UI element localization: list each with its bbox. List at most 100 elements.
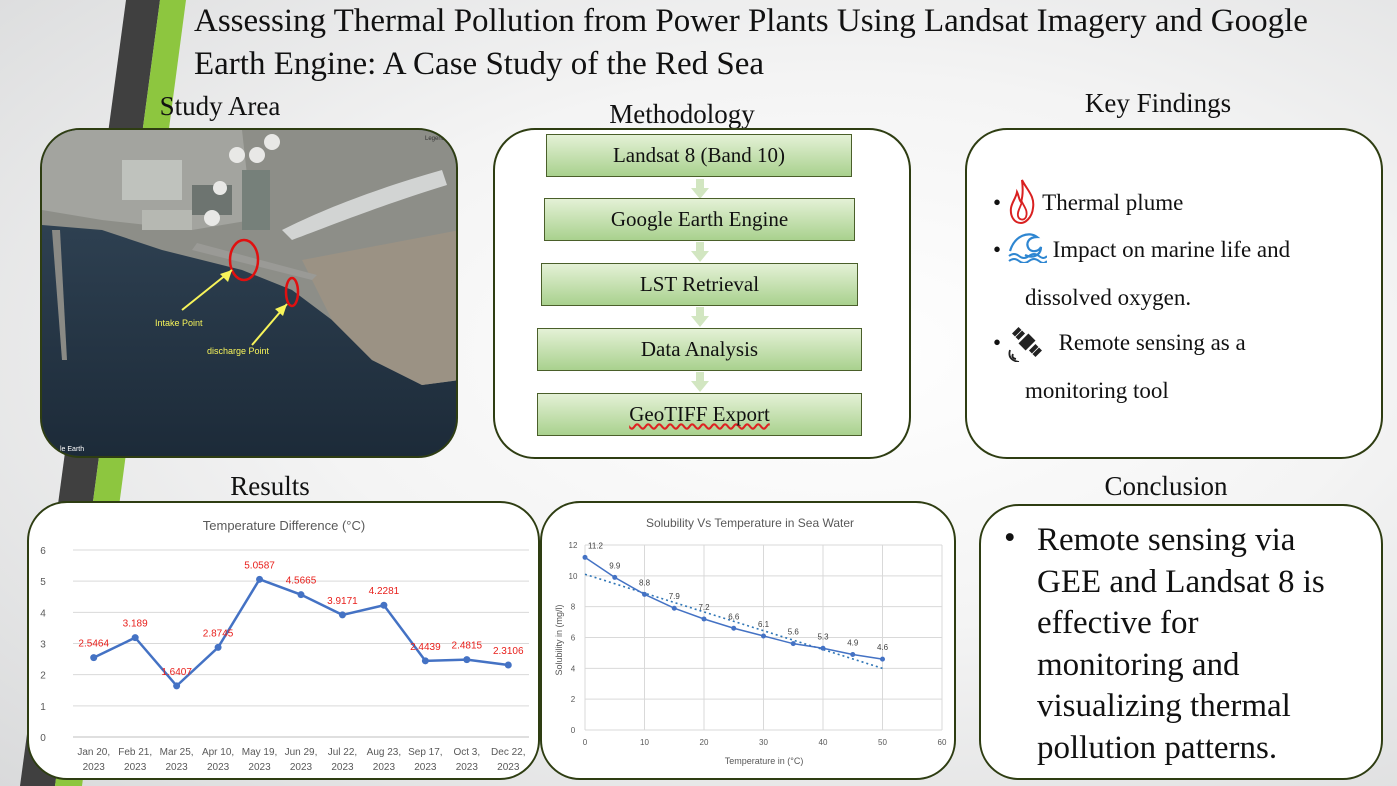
step-geotiff-export: GeoTIFF Export [537,393,862,436]
sol-x-tick: 50 [878,738,887,747]
temp-data-label: 2.8745 [203,628,234,639]
solubility-panel: Solubility Vs Temperature in Sea Water 0… [540,501,956,780]
results-panel: Temperature Difference (°C) 0 1 2 3 4 5 6 Jan … [27,501,540,780]
finding-3-continued: monitoring tool [1025,378,1169,403]
sol-trendline [584,573,883,670]
sol-data-point [761,633,766,639]
map-corner-label: le Earth [60,446,84,453]
conclusion-line-5: visualizing thermal [1037,688,1291,724]
temp-y-tick: 4 [40,608,46,619]
sol-data-point [582,554,588,560]
sol-data-label: 9.9 [609,561,621,570]
methodology-heading: Methodology [609,99,755,129]
finding-1: • Thermal plume [993,178,1184,225]
sol-data-label: 6.1 [758,620,770,629]
finding-2-continued: dissolved oxygen. [1025,285,1192,310]
sol-data-label: 5.6 [788,628,800,637]
temp-data-point [421,657,429,665]
sol-y-axis-title: Solubility in (mg/l) [554,604,564,675]
discharge-point-label: discharge Point [207,346,270,356]
satellite-icon [1008,325,1043,363]
temp-data-label: 4.5665 [286,576,317,587]
sol-x-tick: 0 [583,738,588,747]
study-area-heading: Study Area [159,91,281,121]
sol-data-label: 4.9 [847,638,859,647]
sol-data-label: 8.8 [639,578,651,587]
sol-y-tick: 0 [571,726,576,735]
conclusion-heading: Conclusion [1104,471,1228,501]
intake-point-label: Intake Point [155,318,203,328]
solubility-chart: Solubility Vs Temperature in Sea Water 0… [554,516,947,766]
conclusion-text: Remote sensing via GEE and Landsat 8 is … [1037,520,1325,769]
temp-data-point [90,654,98,662]
temp-data-point [463,656,471,664]
temp-data-point [297,591,305,599]
temp-y-tick: 0 [40,733,46,744]
sol-data-point [790,641,796,647]
sol-y-tick: 2 [571,695,576,704]
sol-chart-title: Solubility Vs Temperature in Sea Water [646,516,854,530]
conclusion-line-2: GEE and Landsat 8 is [1037,563,1325,600]
temp-x-tick: Feb 21, 2023 [118,747,152,773]
temp-data-label: 4.2281 [369,586,400,597]
sol-y-tick: 10 [569,572,578,581]
temp-y-tick: 6 [40,546,46,557]
step-landsat-8: Landsat 8 (Band 10) [546,134,852,177]
sol-data-point [880,656,885,662]
step-lst-retrieval: LST Retrieval [541,263,858,306]
step-arrow-1 [691,179,709,199]
temp-data-label: 5.0587 [244,560,275,571]
finding-1-text: Thermal plume [1042,190,1184,215]
sol-y-tick: 12 [569,541,578,550]
sol-x-tick: 20 [700,738,709,747]
sol-data-label: 6.6 [728,612,740,621]
sol-data-label: 7.2 [698,603,710,612]
sol-data-label: 7.9 [669,592,681,601]
conclusion-line-1: Remote sensing via [1037,522,1296,558]
temp-x-tick: Jul 22, 2023 [328,747,357,773]
sol-data-point [820,645,826,651]
temp-x-tick: Sep 17, 2023 [408,747,442,773]
conclusion-line-4: monitoring and [1037,646,1240,683]
temp-y-tick: 2 [40,671,46,682]
step-arrow-3 [691,307,709,327]
temp-data-label: 3.9171 [327,596,358,607]
page-title: Assessing Thermal Pollution from Power P… [194,3,1308,82]
temperature-difference-chart: Temperature Difference (°C) 0 1 2 3 4 5 6 Jan … [40,518,529,773]
temp-data-point [380,601,388,609]
temp-x-tick: May 19, 2023 [242,747,278,773]
temp-data-label: 1.6407 [161,667,192,678]
step-arrow-4 [691,372,709,392]
map-legend-label: Legend [425,136,445,142]
temp-x-tick: Aug 23, 2023 [367,747,401,773]
sol-data-point [612,574,618,580]
finding-2-text: Impact on marine life and [1052,237,1291,262]
sol-x-tick: 60 [938,738,947,747]
sol-x-axis-title: Temperature in (°C) [725,756,804,766]
conclusion-line-6: pollution patterns. [1037,729,1278,766]
sol-data-point [701,616,707,622]
sol-data-point [642,591,647,597]
results-heading: Results [230,471,310,501]
temp-y-tick: 5 [40,577,46,588]
temp-data-point [338,611,346,619]
sol-data-point [731,625,737,631]
temp-data-point [173,682,181,690]
sol-y-tick: 8 [571,603,576,612]
key-findings-panel [965,128,1383,459]
finding-2: • Impact on marine life and [993,229,1291,264]
sol-series-line [584,556,883,660]
temp-data-label: 2.5464 [78,639,109,650]
sol-y-tick: 6 [571,634,576,643]
step-arrow-2 [691,242,709,262]
temp-x-tick: Mar 25, 2023 [160,747,194,773]
temp-y-tick: 1 [40,702,46,713]
temp-x-tick: Jun 29, 2023 [285,747,318,773]
finding-3: • Remote sensing as a [993,322,1246,363]
sol-y-tick: 4 [571,664,576,673]
sol-data-label: 5.3 [817,632,829,641]
finding-3-text: Remote sensing as a [1058,330,1246,355]
temp-data-label: 2.4439 [410,642,441,653]
temp-data-point [131,634,139,642]
temp-data-label: 3.189 [123,619,148,630]
